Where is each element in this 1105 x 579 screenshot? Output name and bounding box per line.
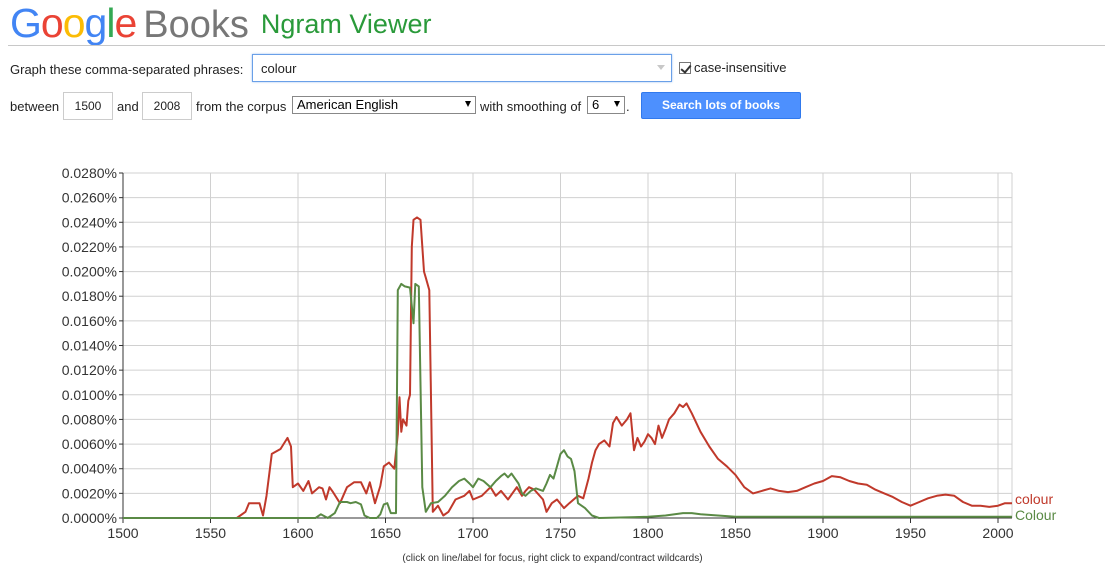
y-tick-label: 0.0080% — [62, 411, 117, 427]
google-letter: o — [40, 0, 64, 46]
google-letter: e — [114, 0, 137, 46]
ngram-viewer-title: Ngram Viewer — [260, 9, 432, 39]
google-letter: g — [84, 0, 108, 46]
phrases-input-value: colour — [261, 61, 297, 76]
dropdown-arrow-icon[interactable] — [657, 65, 665, 70]
phrases-row: Graph these comma-separated phrases: — [10, 54, 243, 84]
corpus-label: from the corpus — [196, 99, 287, 114]
x-tick-label: 1750 — [545, 525, 576, 541]
chart-hint-caption: (click on line/label for focus, right cl… — [402, 553, 703, 564]
y-tick-label: 0.0120% — [62, 362, 117, 378]
end-year-input[interactable]: 2008 — [142, 92, 192, 120]
case-insensitive-option[interactable]: case-insensitive — [679, 60, 787, 75]
x-tick-label: 1600 — [282, 525, 313, 541]
chart-grid — [122, 172, 1013, 519]
start-year-input[interactable]: 1500 — [63, 92, 113, 120]
google-letter: G — [10, 0, 42, 46]
y-tick-label: 0.0100% — [62, 387, 117, 403]
phrases-label: Graph these comma-separated phrases: — [10, 61, 244, 77]
y-tick-label: 0.0000% — [62, 510, 117, 526]
y-tick-label: 0.0020% — [62, 485, 117, 501]
x-tick-label: 1800 — [632, 525, 663, 541]
chart-series[interactable] — [123, 216, 1012, 519]
y-tick-label: 0.0060% — [62, 436, 117, 452]
x-tick-label: 1850 — [720, 525, 751, 541]
y-tick-label: 0.0240% — [62, 214, 117, 230]
x-tick-label: 1950 — [895, 525, 926, 541]
y-tick-label: 0.0260% — [62, 190, 117, 206]
chevron-down-icon — [614, 101, 620, 107]
y-axis: 0.0000% 0.0020% 0.0040% 0.0060% 0.0080% 0.010… — [62, 165, 124, 526]
x-tick-label: 1700 — [457, 525, 488, 541]
search-button[interactable]: Search lots of books — [641, 92, 801, 119]
books-wordmark: Books — [143, 4, 249, 46]
period-label: . — [626, 99, 630, 114]
phrases-input[interactable]: colour — [252, 54, 672, 82]
series-line-colour[interactable] — [123, 282, 1012, 519]
google-books-logo[interactable]: Google Books Ngram Viewer — [10, 0, 432, 46]
google-letter: o — [62, 0, 86, 46]
between-label: between — [10, 99, 60, 114]
x-tick-label: 2000 — [982, 525, 1013, 541]
y-tick-label: 0.0280% — [62, 165, 117, 181]
x-tick-label: 1500 — [107, 525, 138, 541]
smoothing-select[interactable]: 6 — [587, 96, 625, 114]
header-divider — [8, 45, 1105, 46]
smoothing-select-value: 6 — [592, 97, 600, 112]
x-tick-label: 1550 — [195, 525, 226, 541]
y-tick-label: 0.0160% — [62, 313, 117, 329]
y-tick-label: 0.0180% — [62, 288, 117, 304]
series-label-colour[interactable]: colour — [1015, 491, 1053, 507]
series-label-colour[interactable]: Colour — [1015, 507, 1057, 523]
x-axis: 1500 1550 1600 1650 1700 1750 1800 1850 1900 1950… — [107, 517, 1014, 541]
x-tick-label: 1900 — [807, 525, 838, 541]
chevron-down-icon — [465, 101, 471, 107]
case-insensitive-label: case-insensitive — [694, 60, 787, 75]
x-tick-label: 1650 — [370, 525, 401, 541]
corpus-select-value: American English — [297, 97, 399, 112]
y-tick-label: 0.0040% — [62, 461, 117, 477]
series-line-colour[interactable] — [123, 216, 1012, 519]
y-tick-label: 0.0200% — [62, 264, 117, 280]
y-tick-label: 0.0140% — [62, 338, 117, 354]
corpus-select[interactable]: American English — [292, 96, 476, 114]
y-tick-label: 0.0220% — [62, 239, 117, 255]
case-insensitive-checkbox[interactable] — [679, 61, 691, 74]
google-wordmark: Google — [10, 0, 137, 47]
smoothing-label: with smoothing of — [480, 99, 582, 114]
and-label: and — [117, 99, 139, 114]
google-letter: l — [106, 0, 115, 46]
